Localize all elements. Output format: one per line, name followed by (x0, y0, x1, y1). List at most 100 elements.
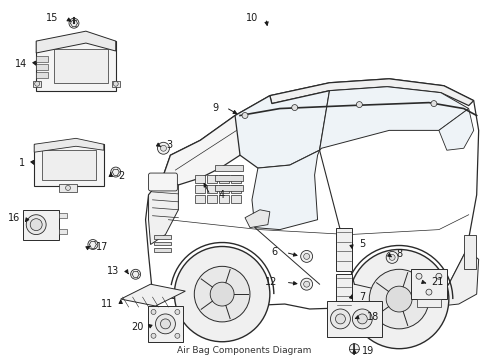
Bar (215, 175, 243, 181)
FancyBboxPatch shape (148, 173, 177, 191)
Bar (231, 185, 241, 193)
Bar (231, 195, 241, 203)
Circle shape (303, 253, 309, 260)
Text: 6: 6 (271, 247, 277, 257)
Circle shape (160, 145, 166, 151)
Polygon shape (251, 150, 319, 230)
Circle shape (330, 309, 350, 329)
Circle shape (174, 247, 269, 342)
Text: 7: 7 (359, 292, 365, 302)
Text: 11: 11 (101, 299, 113, 309)
Circle shape (160, 319, 170, 329)
Polygon shape (269, 79, 473, 105)
Bar (112, 81, 120, 87)
Text: 1: 1 (19, 158, 25, 168)
Circle shape (26, 215, 46, 235)
Circle shape (194, 266, 249, 322)
Polygon shape (235, 91, 329, 168)
Text: 18: 18 (366, 312, 379, 322)
Bar (207, 185, 217, 193)
Bar (59, 229, 67, 234)
Bar (34, 144, 103, 186)
Circle shape (242, 113, 247, 118)
Polygon shape (34, 138, 103, 152)
Bar (219, 185, 228, 193)
Circle shape (111, 167, 121, 177)
Bar (207, 175, 217, 183)
Circle shape (35, 81, 40, 86)
Bar (336, 274, 352, 314)
Circle shape (357, 314, 366, 324)
Text: 12: 12 (265, 277, 277, 287)
Bar (207, 195, 217, 203)
Circle shape (157, 142, 169, 154)
Polygon shape (162, 109, 260, 185)
Circle shape (303, 281, 309, 287)
Circle shape (175, 310, 180, 314)
Bar (416, 299, 440, 307)
Bar (33, 81, 41, 87)
Circle shape (352, 309, 371, 329)
Bar (153, 242, 171, 246)
Bar (59, 213, 67, 218)
Polygon shape (430, 249, 478, 307)
Bar (195, 195, 205, 203)
Text: 14: 14 (15, 59, 27, 69)
Polygon shape (145, 79, 478, 309)
Bar (219, 175, 228, 183)
Circle shape (386, 286, 411, 312)
Text: 10: 10 (245, 13, 257, 23)
Circle shape (335, 314, 345, 324)
Circle shape (415, 273, 421, 279)
Text: 13: 13 (106, 266, 119, 276)
Circle shape (300, 251, 312, 262)
Bar (195, 175, 205, 183)
Bar (23, 210, 59, 239)
Bar (36, 41, 116, 91)
Bar (54, 49, 108, 83)
Bar (36, 72, 48, 78)
Text: 8: 8 (395, 249, 402, 260)
Circle shape (386, 251, 397, 264)
Bar (219, 195, 228, 203)
Circle shape (113, 81, 118, 86)
Text: Air Bag Components Diagram: Air Bag Components Diagram (177, 346, 310, 355)
Bar (195, 185, 205, 193)
Circle shape (30, 219, 42, 231)
Polygon shape (121, 284, 185, 306)
Circle shape (291, 105, 297, 111)
Bar (410, 269, 446, 299)
Circle shape (88, 239, 98, 249)
Bar (215, 185, 243, 191)
Polygon shape (36, 31, 116, 53)
Text: 16: 16 (8, 213, 20, 223)
Circle shape (65, 185, 70, 190)
Text: 5: 5 (359, 239, 365, 249)
Circle shape (356, 102, 362, 108)
Circle shape (349, 344, 359, 354)
Text: 4: 4 (218, 190, 224, 200)
Text: 15: 15 (45, 13, 58, 23)
Bar (215, 165, 243, 171)
Bar (326, 301, 382, 337)
Circle shape (175, 333, 180, 338)
Polygon shape (438, 109, 473, 150)
Bar (59, 184, 77, 192)
Circle shape (349, 249, 448, 349)
Polygon shape (148, 178, 178, 244)
Circle shape (130, 269, 141, 279)
Text: 20: 20 (131, 322, 143, 332)
Circle shape (425, 289, 431, 295)
Polygon shape (244, 210, 269, 228)
Circle shape (435, 273, 441, 279)
Circle shape (210, 282, 234, 306)
Bar (36, 64, 48, 70)
Circle shape (151, 310, 156, 314)
Bar (147, 306, 183, 342)
Bar (153, 248, 171, 252)
Bar (231, 175, 241, 183)
Circle shape (300, 278, 312, 290)
Bar (41, 150, 96, 180)
Text: 2: 2 (119, 171, 125, 181)
Circle shape (69, 18, 79, 28)
